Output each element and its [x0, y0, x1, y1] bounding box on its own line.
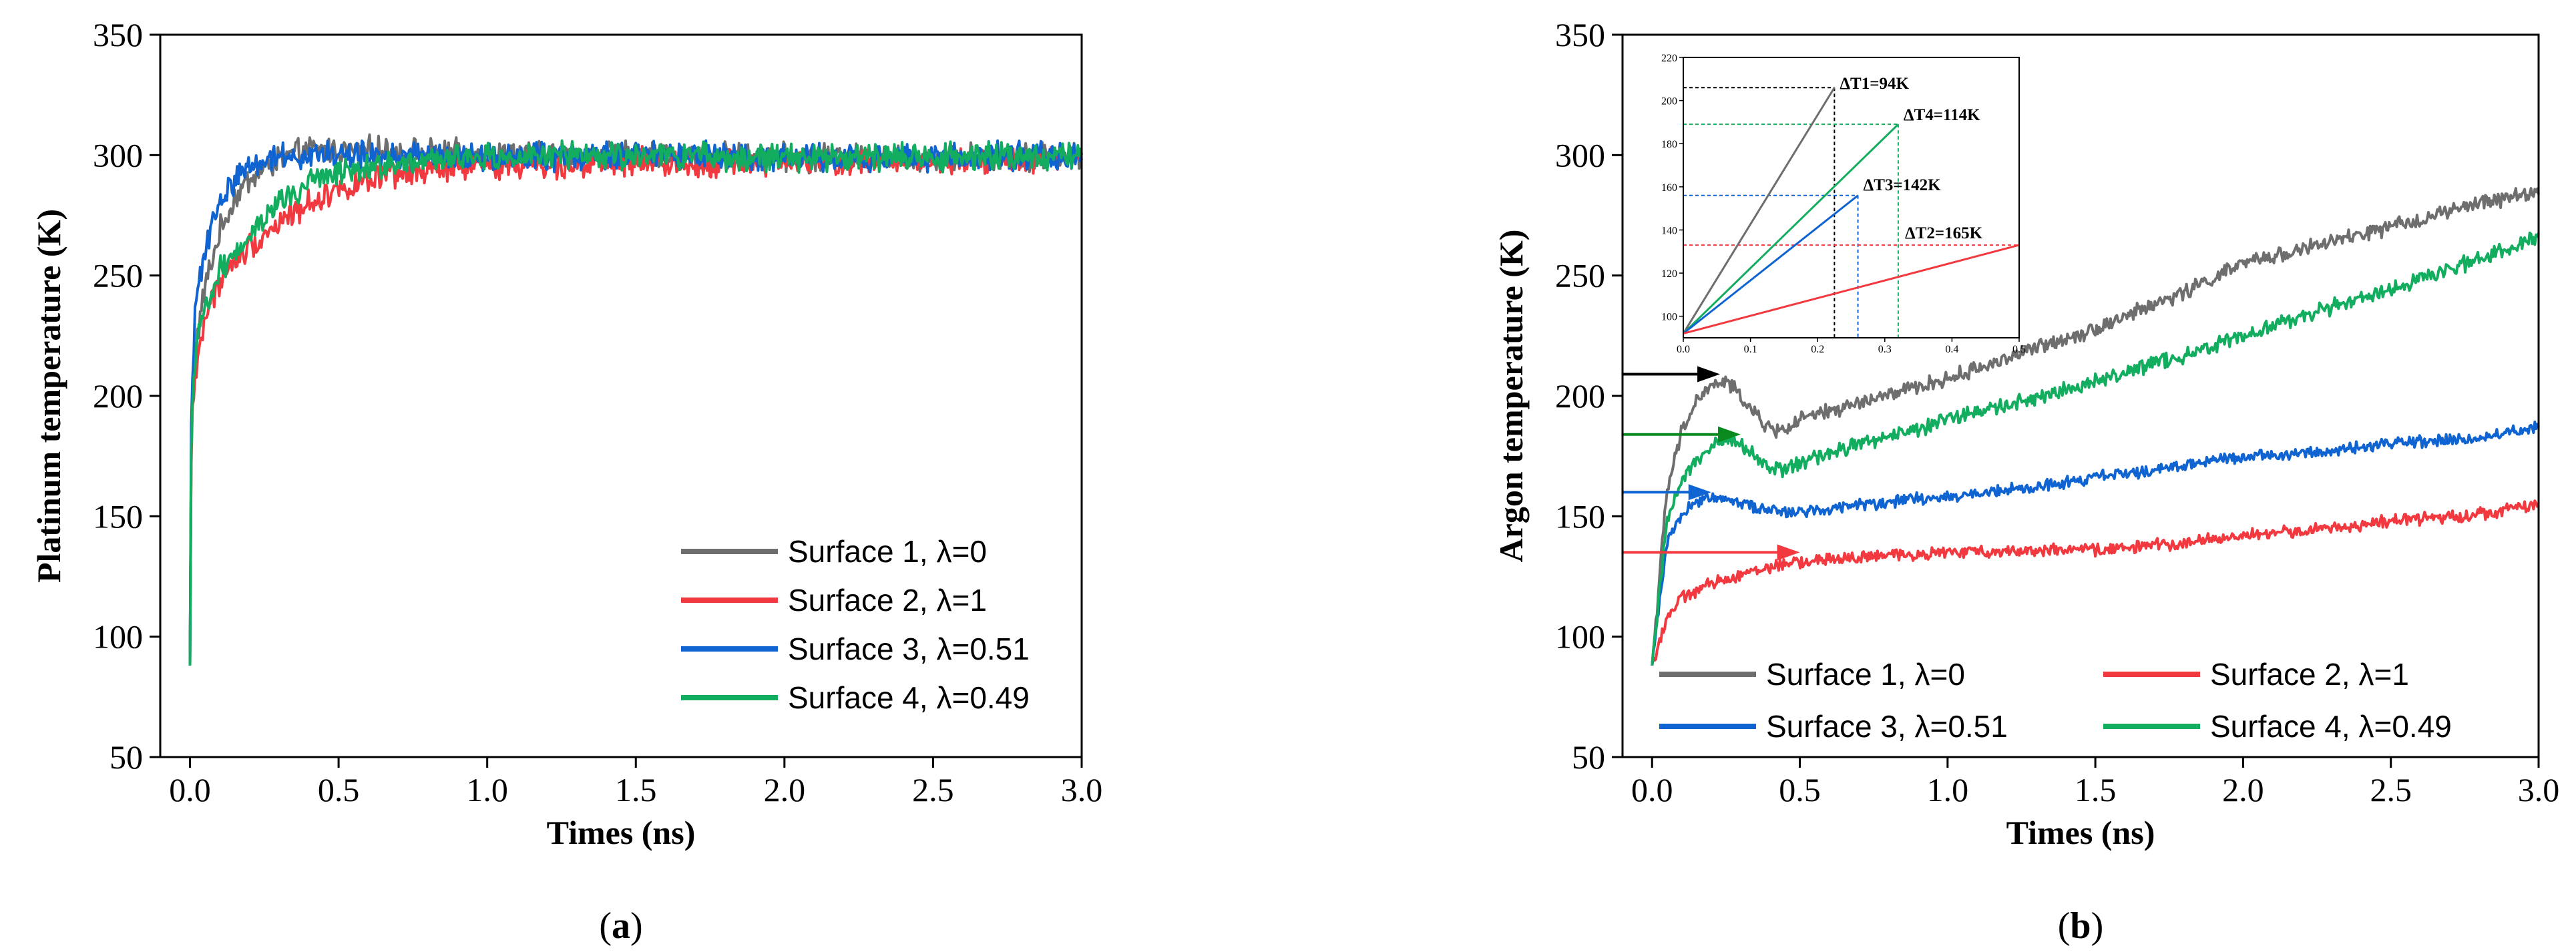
panel-b-x-tick-label: 2.5	[2370, 771, 2412, 808]
panel-b-x-tick-label: 0.5	[1779, 771, 1821, 808]
inset-x-tick-label: 0.5	[2012, 344, 2026, 355]
panel-a-legend-label-1: Surface 1, λ=0	[788, 534, 987, 569]
inset-y-tick-label: 200	[1661, 96, 1677, 107]
panel-b-series-line-3	[1651, 421, 2540, 666]
panel-b-caption: (b)	[2058, 905, 2103, 947]
panel-a-x-tick-label: 1.5	[615, 771, 657, 808]
panel-b-x-tick-label: 0.0	[1631, 771, 1673, 808]
panel-a-x-tick-label: 0.0	[169, 771, 211, 808]
panel-b-arrows	[1623, 366, 1800, 561]
panel-a-x-tick-label: 3.0	[1061, 771, 1103, 808]
panel-a-x-tick-label: 0.5	[318, 771, 360, 808]
inset-line-2	[1682, 124, 1899, 334]
inset-x-tick-label: 0.3	[1878, 344, 1892, 355]
panel-b-legend-label-4: Surface 4, λ=0.49	[2210, 709, 2452, 744]
panel-b-inset: ΔT1=94K ΔT4=114K ΔT3=142K ΔT2=165K 0.0 0.1 0.2…	[1661, 53, 2026, 355]
inset-y-tick-label: 100	[1661, 312, 1677, 323]
inset-frame	[1683, 57, 2020, 338]
inset-y-tick-label: 120	[1661, 268, 1677, 280]
panel-a-caption: (a)	[599, 905, 642, 947]
panel-a-y-tick-label: 50	[110, 738, 143, 776]
panel-b-x-axis-title: Times (ns)	[2006, 814, 2155, 851]
inset-y-tick-label: 180	[1661, 139, 1677, 150]
panel-b: 0.0 0.5 1.0 1.5 2.0 2.5 3.0 50 100 150 200 250 300 35…	[1492, 16, 2559, 947]
panel-a-series-group	[188, 133, 1083, 666]
panel-a-y-tick-label: 200	[93, 377, 143, 415]
panel-a-x-tick-label: 2.0	[764, 771, 806, 808]
panel-a-x-tick-label: 1.0	[466, 771, 508, 808]
panel-a: 0.0 0.5 1.0 1.5 2.0 2.5 3.0 50 100 150 200 250 300 35…	[30, 16, 1102, 947]
panel-b-y-axis-title: Argon temperature (K)	[1492, 230, 1530, 563]
panel-b-series-line-1	[1651, 187, 2540, 666]
inset-annotation-3: ΔT3=142K	[1864, 176, 1942, 194]
panel-b-x-tick-label: 1.0	[1927, 771, 1969, 808]
panel-b-legend: Surface 1, λ=0 Surface 2, λ=1 Surface 3, λ…	[1659, 657, 2452, 744]
inset-line-3	[1683, 194, 1859, 334]
inset-x-tick-label: 0.0	[1677, 344, 1690, 355]
panel-b-arrow-head-4	[1777, 544, 1800, 561]
panel-b-y-tick-label: 150	[1555, 497, 1605, 535]
panel-b-legend-label-1: Surface 1, λ=0	[1766, 657, 1965, 692]
panel-b-y-tick-label: 200	[1555, 377, 1605, 415]
inset-y-tick-label: 220	[1661, 53, 1677, 64]
panel-a-y-tick-label: 350	[93, 16, 143, 53]
panel-b-y-tick-label: 50	[1572, 738, 1605, 776]
panel-b-ticks: 0.0 0.5 1.0 1.5 2.0 2.5 3.0 50 100 150 200 250 300 35…	[1555, 16, 2559, 808]
panel-b-series-line-2	[1651, 499, 2540, 666]
panel-a-y-tick-label: 300	[93, 136, 143, 174]
panel-b-y-tick-label: 350	[1555, 16, 1605, 53]
panel-a-legend-label-2: Surface 2, λ=1	[788, 583, 987, 618]
inset-annotation-4: ΔT2=165K	[1905, 224, 1983, 242]
panel-b-x-tick-label: 2.0	[2222, 771, 2264, 808]
panel-a-y-tick-label: 250	[93, 257, 143, 294]
panel-a-series-line-4	[188, 139, 1083, 666]
inset-annotation-2: ΔT4=114K	[1904, 106, 1980, 124]
inset-x-tick-label: 0.4	[1945, 344, 1958, 355]
inset-annotation-1: ΔT1=94K	[1840, 75, 1909, 93]
panel-b-arrow-head-1	[1697, 366, 1721, 383]
panel-b-legend-label-3: Surface 3, λ=0.51	[1766, 709, 2008, 744]
panel-a-y-tick-label: 150	[93, 497, 143, 535]
panel-b-series-line-4	[1651, 231, 2540, 666]
panel-a-x-tick-label: 2.5	[912, 771, 954, 808]
inset-line-4	[1683, 244, 2020, 334]
inset-y-tick-label: 140	[1661, 225, 1677, 236]
inset-x-tick-label: 0.2	[1811, 344, 1824, 355]
panel-b-arrow-head-2	[1718, 426, 1741, 443]
panel-b-y-tick-label: 300	[1555, 136, 1605, 174]
panel-b-caption-letter: b	[2070, 905, 2091, 947]
inset-x-tick-label: 0.1	[1744, 344, 1757, 355]
panel-a-legend-label-3: Surface 3, λ=0.51	[788, 632, 1030, 666]
panel-b-y-tick-label: 100	[1555, 618, 1605, 656]
panel-a-caption-letter: a	[612, 905, 630, 947]
panel-b-legend-label-2: Surface 2, λ=1	[2210, 657, 2409, 692]
panel-b-series-group	[1651, 187, 2540, 666]
panel-b-x-tick-label: 3.0	[2518, 771, 2560, 808]
inset-y-tick-label: 160	[1661, 182, 1677, 194]
inset-background	[1683, 57, 2019, 338]
panel-b-arrow-head-3	[1688, 484, 1711, 501]
panel-a-y-axis-title: Platinum temperature (K)	[30, 209, 67, 583]
panel-b-x-tick-label: 1.5	[2075, 771, 2117, 808]
panel-a-x-axis-title: Times (ns)	[547, 814, 696, 851]
panel-a-ticks: 0.0 0.5 1.0 1.5 2.0 2.5 3.0 50 100 150 200 250 300 35…	[93, 16, 1102, 808]
panel-a-legend: Surface 1, λ=0 Surface 2, λ=1 Surface 3, λ…	[681, 534, 1030, 715]
inset-line-1	[1682, 87, 1836, 334]
panel-a-y-tick-label: 100	[93, 618, 143, 656]
panel-a-legend-label-4: Surface 4, λ=0.49	[788, 680, 1030, 715]
panel-b-y-tick-label: 250	[1555, 257, 1605, 294]
